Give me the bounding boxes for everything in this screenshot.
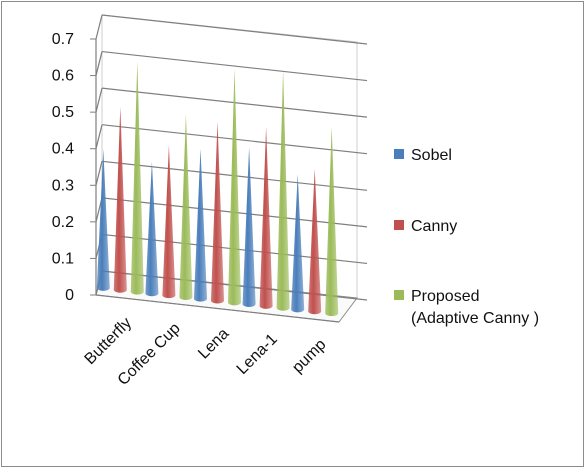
legend-swatch (394, 220, 404, 230)
cone-proposed-coffee-cup (179, 114, 193, 300)
cone-canny-lena-1 (259, 126, 273, 309)
y-axis-ticks: 0 0.1 0.2 0.3 0.4 0.5 0.6 0.7 (52, 31, 96, 304)
gridline-side (95, 51, 103, 76)
gridline-side (95, 14, 103, 40)
legend-swatch (394, 149, 404, 159)
gridline (101, 14, 368, 45)
cone-canny-pump (308, 168, 322, 315)
legend-swatch (394, 290, 404, 300)
y-tick-label: 0 (65, 287, 74, 304)
legend: Sobel Canny Proposed (Adaptive Canny ) (394, 147, 539, 327)
cone-proposed-lena (228, 68, 241, 306)
x-category-label: Butterfly (82, 315, 136, 369)
cone-sobel-lena (194, 148, 207, 302)
cone-proposed-lena-1 (276, 70, 290, 311)
cone-canny-lena (211, 121, 224, 304)
x-category-label: Lena (195, 325, 232, 362)
cone-sobel-lena-1 (242, 146, 256, 308)
x-category-label: Lena-1 (234, 331, 281, 378)
legend-label: Proposed (Adaptive Canny ) (411, 288, 539, 327)
gridline-side (95, 87, 103, 113)
gridline-side (95, 124, 103, 149)
cone-sobel-pump (291, 174, 305, 313)
y-tick-label: 0.6 (52, 68, 74, 85)
legend-label: Canny (411, 218, 457, 235)
gridline (101, 50, 368, 82)
cone-series (96, 61, 339, 317)
legend-label: Sobel (411, 147, 452, 164)
y-tick-label: 0.3 (52, 177, 74, 194)
cone-sobel-butterfly (96, 148, 110, 291)
y-tick-label: 0.1 (52, 250, 74, 267)
cone-canny-butterfly (113, 106, 127, 293)
cone-proposed-butterfly (130, 61, 144, 295)
cone-proposed-pump (325, 126, 339, 317)
cone-canny-coffee-cup (162, 145, 176, 299)
x-axis-line (95, 294, 340, 323)
y-tick-label: 0.5 (52, 104, 74, 121)
y-tick-label: 0.4 (52, 141, 74, 158)
gridline-side (95, 161, 103, 186)
cone-sobel-coffee-cup (145, 161, 159, 297)
y-tick-label: 0.7 (52, 31, 74, 48)
x-category-label: pump (289, 336, 329, 376)
y-tick-label: 0.2 (52, 214, 74, 231)
